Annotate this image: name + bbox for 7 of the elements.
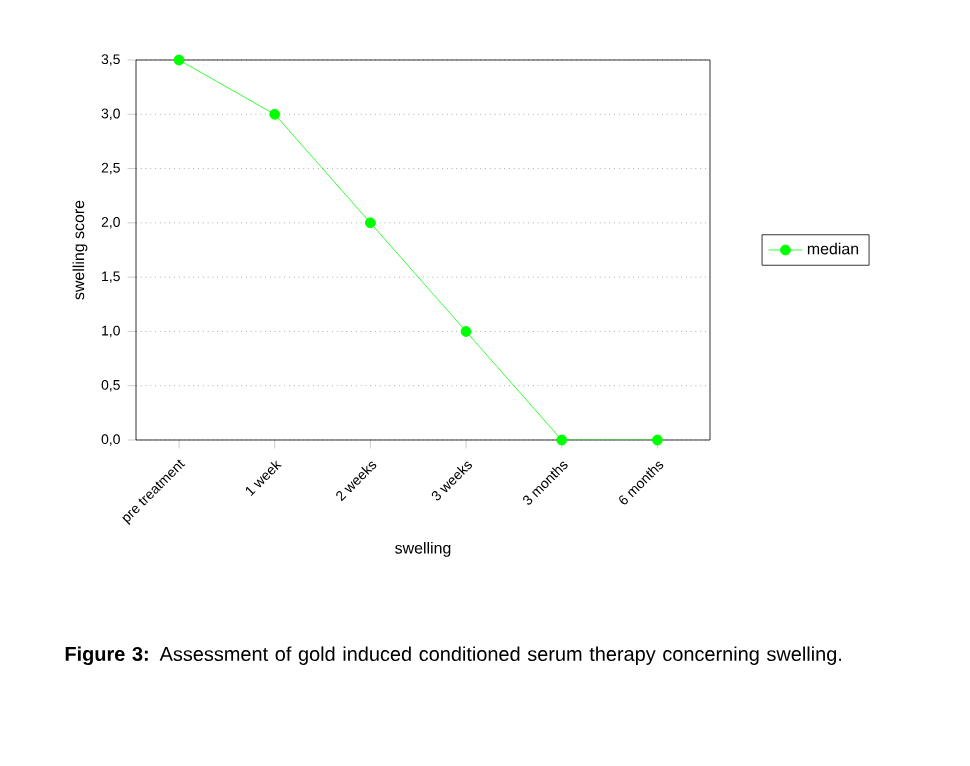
text: Figure 3: Assessment of gold induced conditioned serum therapy concerning swelling.: [65, 646, 842, 666]
point: [365, 217, 376, 229]
point: [556, 434, 568, 446]
point: [652, 434, 663, 446]
point: [269, 108, 281, 120]
point: [173, 54, 185, 66]
point: [460, 326, 472, 337]
